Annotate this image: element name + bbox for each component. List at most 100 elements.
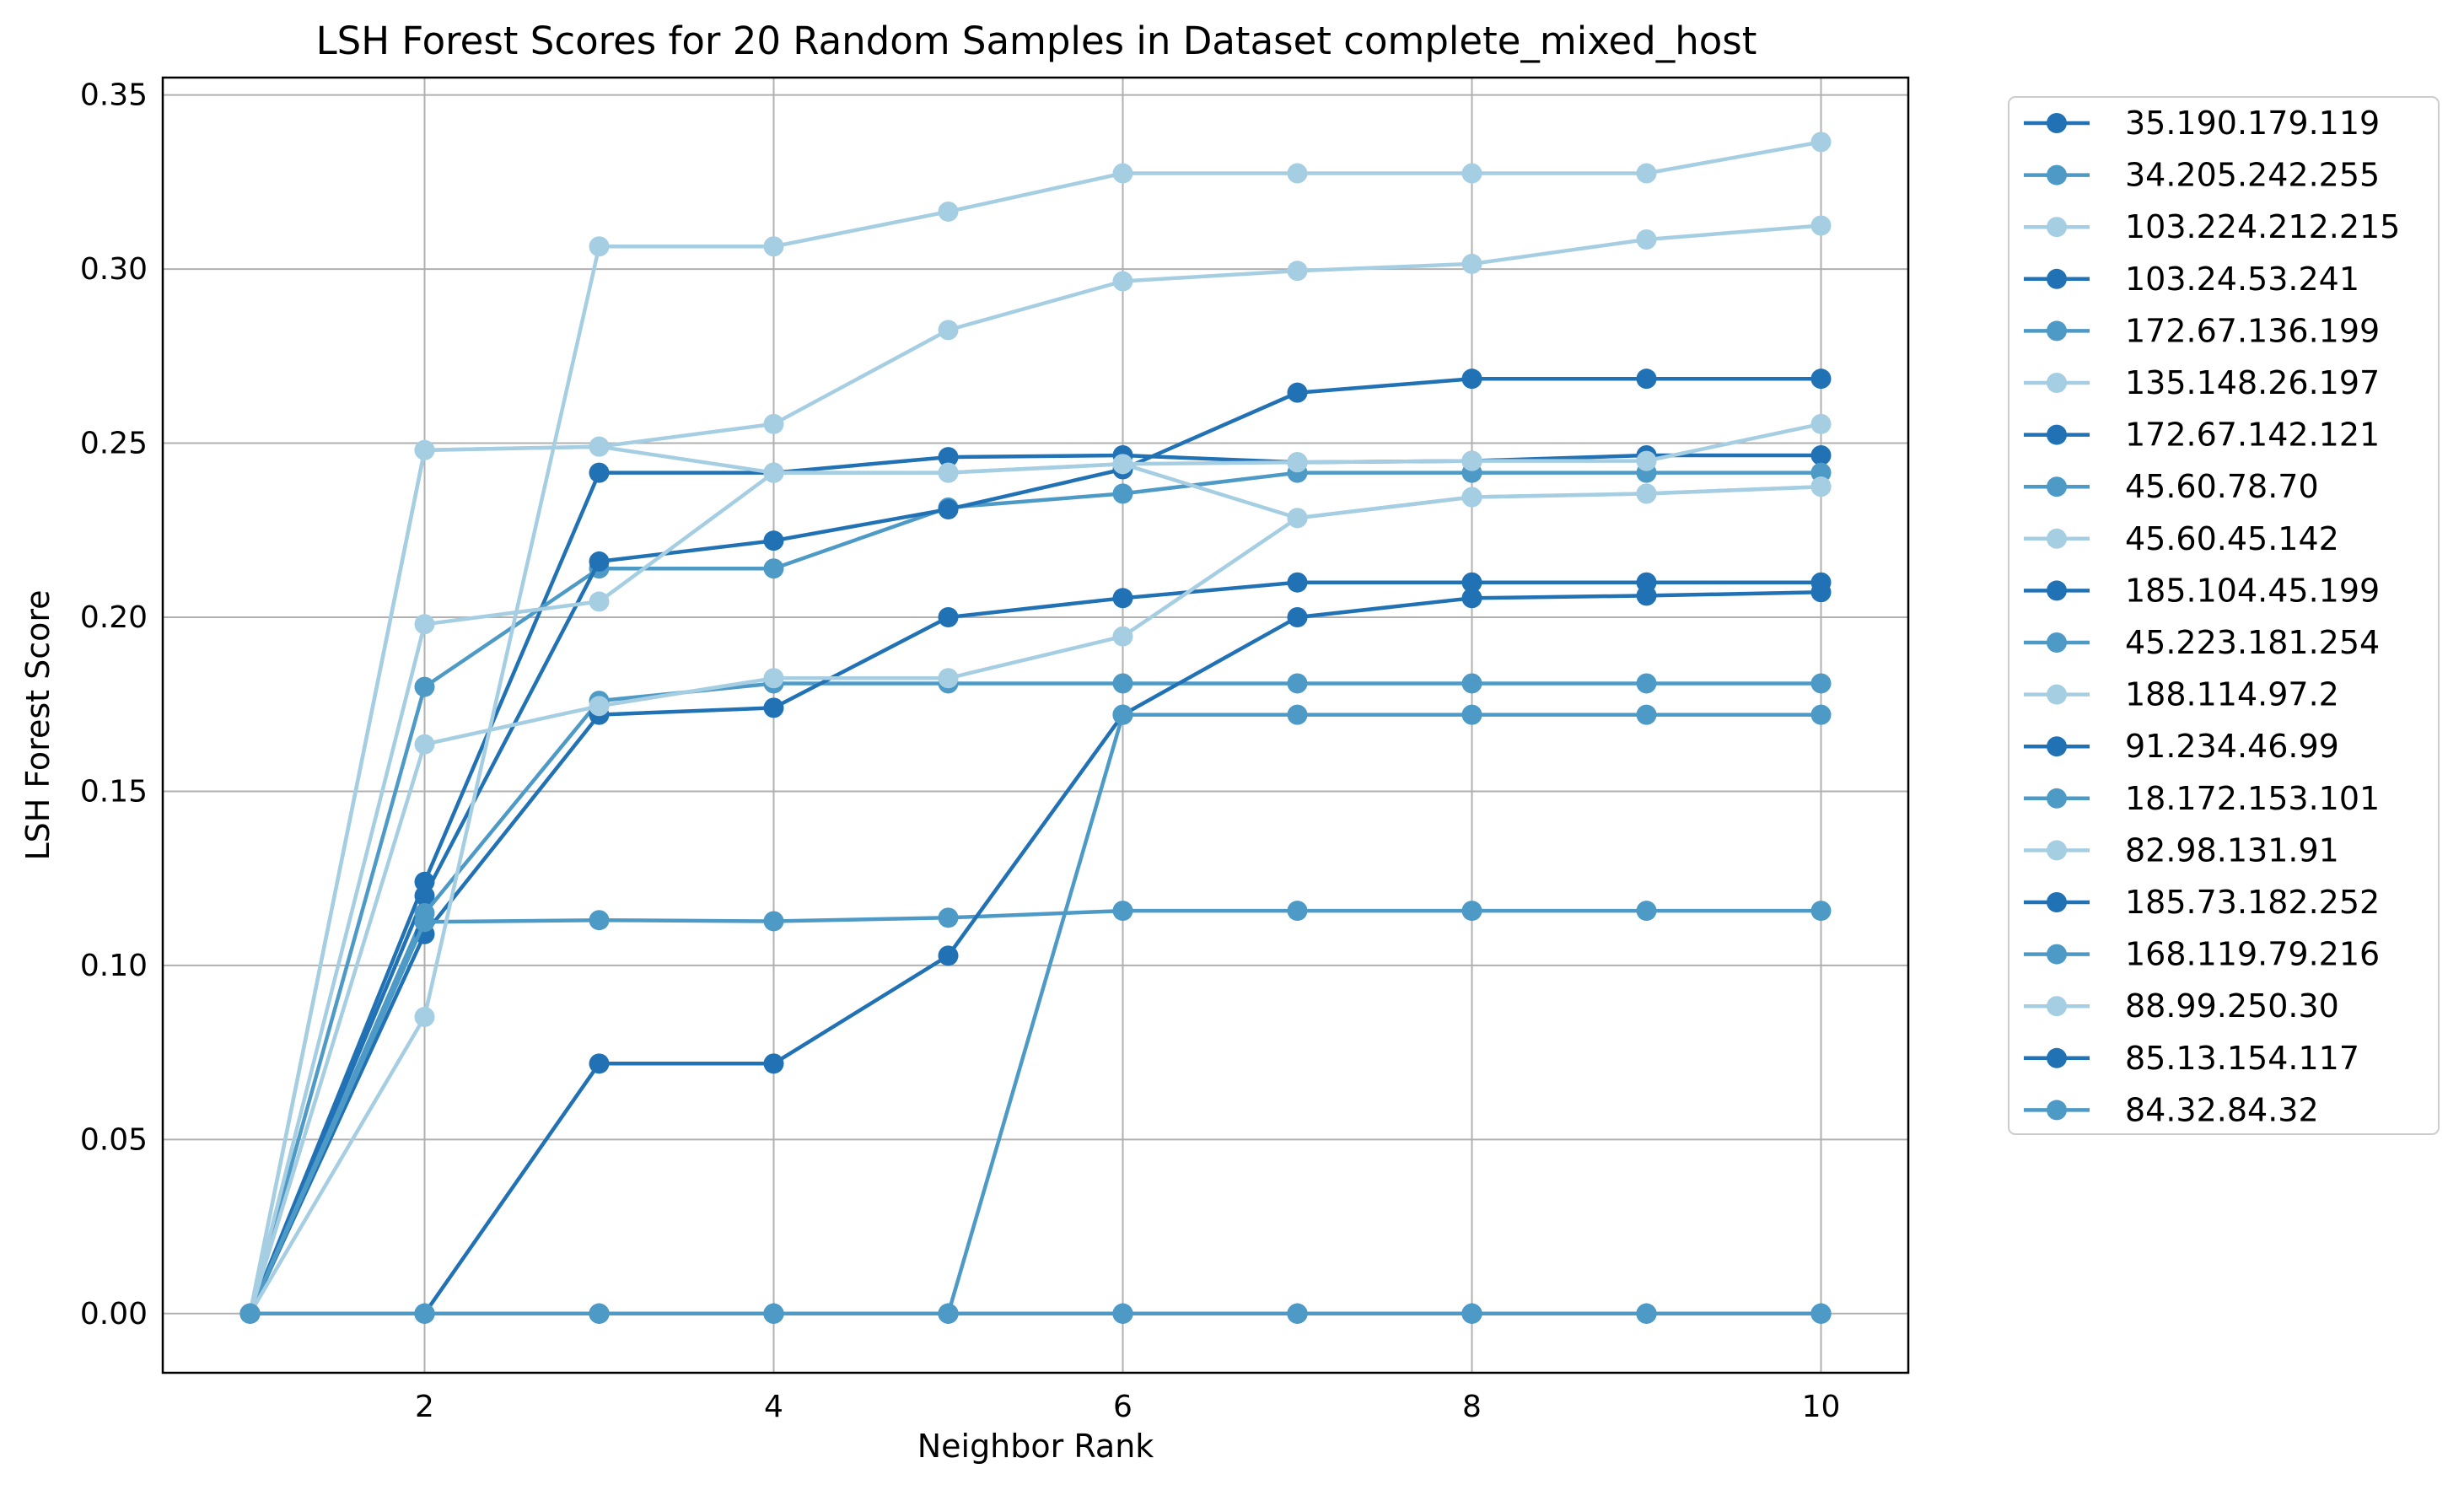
y-tick-label: 0.25: [80, 427, 148, 461]
data-point: [1461, 487, 1482, 508]
data-point: [1810, 462, 1832, 483]
legend-label: 135.148.26.197: [2125, 364, 2380, 401]
legend-label: 103.224.212.215: [2125, 208, 2400, 245]
legend-marker: [2047, 996, 2067, 1017]
legend-label: 18.172.153.101: [2125, 780, 2380, 817]
data-point: [1287, 704, 1308, 725]
data-point: [938, 607, 959, 627]
data-point: [1636, 229, 1657, 250]
x-axis-label: Neighbor Rank: [917, 1428, 1154, 1465]
legend-item: 85.13.154.117: [2024, 1040, 2359, 1077]
legend-item: 188.114.97.2: [2024, 676, 2339, 713]
data-point: [1287, 607, 1308, 627]
x-tick-label: 2: [415, 1390, 434, 1424]
legend-item: 35.190.179.119: [2024, 105, 2380, 142]
legend-item: 185.104.45.199: [2024, 572, 2380, 609]
legend-label: 88.99.250.30: [2125, 987, 2339, 1025]
data-point: [1810, 413, 1832, 434]
legend-item: 168.119.79.216: [2024, 936, 2380, 973]
data-point: [1810, 215, 1832, 236]
data-point: [1112, 163, 1133, 184]
legend-marker: [2047, 373, 2067, 393]
legend-marker: [2047, 268, 2067, 289]
data-point: [1287, 452, 1308, 473]
legend-item: 103.24.53.241: [2024, 261, 2359, 298]
series-line: [248, 681, 1821, 1315]
data-point: [1461, 368, 1482, 390]
legend-label: 85.13.154.117: [2125, 1040, 2359, 1077]
legend-item: 103.224.212.215: [2024, 208, 2400, 245]
x-tick-label: 6: [1113, 1390, 1132, 1424]
data-point: [1461, 704, 1482, 725]
data-point: [1636, 1303, 1657, 1324]
data-point: [938, 447, 959, 468]
legend-item: 135.148.26.197: [2024, 364, 2380, 401]
legend-label: 35.190.179.119: [2125, 105, 2380, 142]
legend-label: 172.67.136.199: [2125, 312, 2380, 349]
data-point: [1810, 445, 1832, 465]
data-point: [1112, 588, 1133, 609]
legend-label: 185.104.45.199: [2125, 572, 2380, 609]
data-point: [1112, 271, 1133, 292]
data-point: [414, 885, 435, 906]
data-point: [1810, 476, 1832, 498]
legend-marker: [2047, 320, 2067, 342]
data-point: [938, 945, 959, 966]
x-tick-label: 4: [764, 1390, 783, 1424]
data-point: [763, 462, 784, 483]
data-point: [763, 530, 784, 551]
data-point: [763, 236, 784, 257]
data-point: [1112, 626, 1133, 647]
data-point: [1112, 704, 1133, 725]
y-tick-label: 0.10: [80, 949, 148, 983]
data-point: [414, 912, 435, 933]
legend-marker: [2047, 164, 2067, 186]
legend-marker: [2047, 528, 2067, 549]
legend-item: 45.223.181.254: [2024, 624, 2380, 661]
legend-marker: [2047, 476, 2067, 498]
legend-marker: [2047, 113, 2067, 133]
legend-marker: [2047, 736, 2067, 757]
data-point: [1636, 368, 1657, 390]
legend-item: 84.32.84.32: [2024, 1091, 2319, 1128]
data-point: [1112, 901, 1133, 922]
y-tick-label: 0.00: [80, 1297, 148, 1331]
series-line: [248, 453, 1821, 1315]
data-point: [589, 1053, 610, 1074]
data-point: [589, 462, 610, 483]
series-line: [248, 484, 1821, 1315]
chart-title: LSH Forest Scores for 20 Random Samples …: [316, 19, 1757, 63]
data-point: [589, 910, 610, 931]
data-point: [239, 1303, 261, 1324]
x-tick-label: 10: [1802, 1390, 1841, 1424]
data-point: [1461, 1303, 1482, 1324]
data-point: [938, 1303, 959, 1324]
data-point: [1287, 673, 1308, 694]
data-point: [1461, 572, 1482, 593]
x-axis: 2 4 6 8 10: [415, 1390, 1840, 1424]
data-point: [938, 201, 959, 222]
legend-marker: [2047, 788, 2067, 809]
data-point: [763, 1053, 784, 1074]
legend-marker: [2047, 632, 2067, 653]
data-point: [589, 696, 610, 717]
legend-item: 172.67.142.121: [2024, 417, 2380, 454]
data-point: [1636, 673, 1657, 694]
legend-label: 45.60.45.142: [2125, 520, 2339, 557]
data-point: [1112, 454, 1133, 475]
data-point: [763, 413, 784, 434]
data-point: [1287, 901, 1308, 922]
data-point: [1636, 585, 1657, 606]
data-point: [1810, 1303, 1832, 1324]
series-line: [250, 590, 1821, 1316]
data-point: [938, 320, 959, 341]
series-line: [248, 908, 1821, 1315]
data-point: [938, 907, 959, 928]
data-point: [1636, 483, 1657, 504]
y-tick-label: 0.35: [80, 78, 148, 113]
data-point: [763, 668, 784, 689]
series-84.32.84.32: [239, 1303, 1832, 1324]
legend-marker: [2047, 217, 2067, 238]
data-point: [589, 591, 610, 612]
y-tick-label: 0.20: [80, 600, 148, 635]
